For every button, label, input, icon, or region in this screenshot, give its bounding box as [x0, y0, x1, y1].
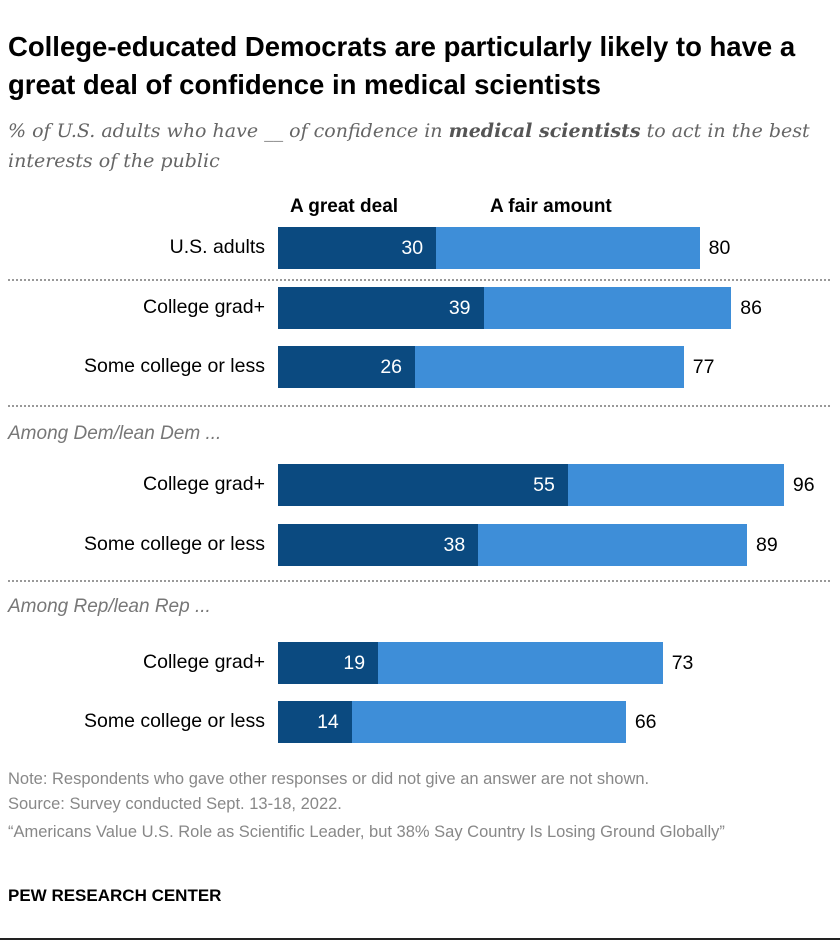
value-total: 96 [792, 474, 815, 496]
bar-great-deal [278, 701, 352, 743]
legend-fair-amount: A fair amount [490, 196, 612, 217]
subtitle-part: % of U.S. adults who have __ of confiden… [8, 120, 449, 142]
value-great-deal: 26 [380, 356, 403, 378]
row-label: U.S. adults [169, 236, 265, 258]
value-total: 73 [671, 652, 694, 674]
subtitle-emphasis: medical scientists [448, 120, 641, 142]
row-label: Some college or less [83, 710, 265, 732]
value-great-deal: 39 [448, 297, 471, 319]
value-total: 89 [756, 534, 778, 556]
group-label: Among Rep/lean Rep ... [8, 596, 211, 617]
footnote-report: “Americans Value U.S. Role as Scientific… [8, 823, 725, 841]
subtitle-part: to act in the best interests of the publ… [8, 120, 810, 172]
bar-great-deal [278, 524, 479, 566]
value-great-deal: 30 [401, 237, 424, 259]
legend-great-deal: A great deal [290, 196, 399, 217]
group-divider [8, 405, 830, 407]
bar-great-deal [278, 346, 416, 388]
row-label: Some college or less [83, 355, 265, 377]
bar-great-deal [278, 227, 437, 269]
bar-great-deal [278, 642, 379, 684]
bar-great-deal [278, 287, 484, 329]
row-label: Some college or less [83, 533, 265, 555]
footnote-source: Source: Survey conducted Sept. 13-18, 20… [8, 795, 342, 813]
value-total: 86 [740, 297, 762, 319]
footnote-note: Note: Respondents who gave other respons… [8, 770, 650, 788]
value-total: 77 [692, 356, 715, 378]
group-label: Among Dem/lean Dem ... [8, 423, 222, 444]
chart-subtitle: % of U.S. adults who have __ of confiden… [8, 116, 833, 176]
bottom-rule [0, 938, 840, 940]
group-divider [8, 580, 830, 582]
value-great-deal: 14 [317, 711, 339, 733]
value-great-deal: 55 [533, 474, 555, 496]
value-great-deal: 38 [443, 534, 466, 556]
group-divider [8, 279, 830, 281]
row-label: College grad+ [143, 473, 265, 495]
bar-great-deal [278, 464, 568, 506]
row-label: College grad+ [143, 296, 265, 318]
value-total: 66 [634, 711, 657, 733]
value-great-deal: 19 [343, 652, 366, 674]
row-label: College grad+ [143, 651, 265, 673]
value-total: 80 [708, 237, 731, 259]
chart-title: College-educated Democrats are particula… [8, 31, 796, 100]
pew-logo: PEW RESEARCH CENTER [8, 886, 222, 905]
